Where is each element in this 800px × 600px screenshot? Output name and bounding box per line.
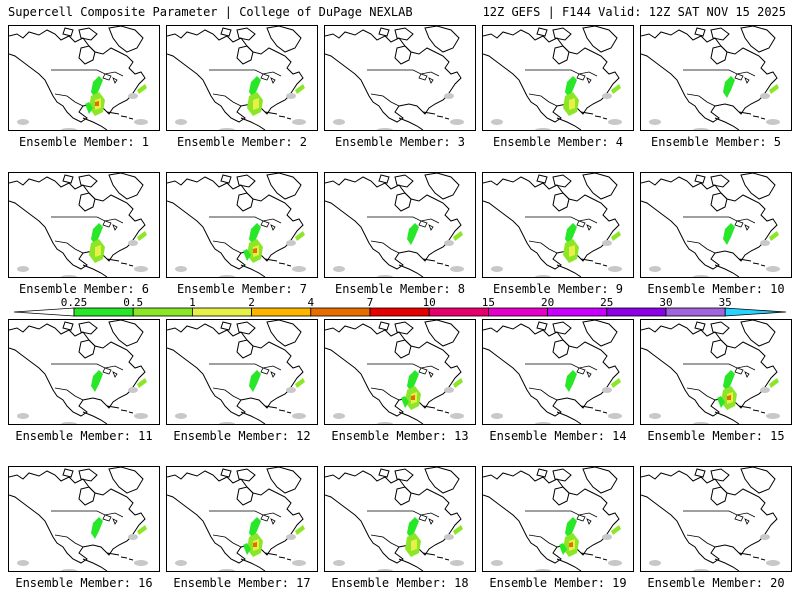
member-map-panel [166, 466, 318, 572]
member-label: Ensemble Member: 8 [334, 282, 466, 296]
north-america-map [9, 320, 148, 424]
member-label: Ensemble Member: 6 [18, 282, 150, 296]
member-map-panel [482, 172, 634, 278]
north-america-map [325, 173, 464, 277]
colorbar-tick-label: 0.5 [123, 296, 143, 309]
member-label: Ensemble Member: 3 [334, 135, 466, 149]
colorbar-tick-label: 0.25 [61, 296, 88, 309]
colorbar-tick-label: 15 [482, 296, 495, 309]
north-america-map [483, 173, 622, 277]
colorbar-segment [606, 307, 667, 317]
colorbar-legend: 0.25 0.5 1 2 4 7 10 15 20 25 30 35 [13, 296, 787, 317]
member-map-panel [166, 172, 318, 278]
colorbar-tick-label: 10 [423, 296, 436, 309]
colorbar-tick-label: 35 [719, 296, 732, 309]
north-america-map [167, 26, 306, 130]
member-map-panel [482, 466, 634, 572]
colorbar-segment [191, 307, 252, 317]
north-america-map [641, 26, 780, 130]
north-america-map [483, 467, 622, 571]
run-info: 12Z GEFS | F144 Valid: 12Z SAT NOV 15 20… [482, 5, 786, 19]
member-map-panel [8, 172, 160, 278]
member-label: Ensemble Member: 1 [18, 135, 150, 149]
member-label: Ensemble Member: 5 [650, 135, 782, 149]
colorbar-tick-label: 25 [600, 296, 613, 309]
member-map-panel [324, 172, 476, 278]
colorbar-segment [132, 307, 193, 317]
colorbar-high-arrow [724, 307, 787, 317]
member-map-panel [8, 25, 160, 131]
colorbar-segment [428, 307, 489, 317]
member-map-panel [8, 319, 160, 425]
north-america-map [9, 173, 148, 277]
member-map-panel [640, 466, 792, 572]
colorbar-tick-label: 1 [189, 296, 196, 309]
member-label: Ensemble Member: 7 [176, 282, 308, 296]
north-america-map [483, 320, 622, 424]
colorbar-tick-label: 4 [307, 296, 314, 309]
member-label: Ensemble Member: 14 [489, 429, 627, 443]
north-america-map [325, 467, 464, 571]
member-label: Ensemble Member: 19 [489, 576, 627, 590]
north-america-map [641, 467, 780, 571]
north-america-map [641, 173, 780, 277]
member-map-panel [640, 319, 792, 425]
member-label: Ensemble Member: 9 [492, 282, 624, 296]
member-label: Ensemble Member: 20 [647, 576, 785, 590]
north-america-map [641, 320, 780, 424]
north-america-map [325, 320, 464, 424]
member-map-panel [166, 319, 318, 425]
north-america-map [167, 320, 306, 424]
member-map-panel [8, 466, 160, 572]
colorbar-tick-label: 2 [248, 296, 255, 309]
member-map-panel [640, 172, 792, 278]
colorbar-low-arrow [13, 307, 75, 317]
colorbar-tick-label: 20 [541, 296, 554, 309]
member-map-panel [482, 25, 634, 131]
member-map-panel [166, 25, 318, 131]
member-label: Ensemble Member: 17 [173, 576, 311, 590]
member-label: Ensemble Member: 4 [492, 135, 624, 149]
north-america-map [167, 173, 306, 277]
member-label: Ensemble Member: 15 [647, 429, 785, 443]
member-label: Ensemble Member: 2 [176, 135, 308, 149]
member-map-panel [324, 25, 476, 131]
north-america-map [483, 26, 622, 130]
colorbar-segment [547, 307, 608, 317]
member-map-panel [640, 25, 792, 131]
member-label: Ensemble Member: 18 [331, 576, 469, 590]
member-label: Ensemble Member: 16 [15, 576, 153, 590]
member-label: Ensemble Member: 12 [173, 429, 311, 443]
colorbar-segment [665, 307, 726, 317]
member-map-panel [324, 319, 476, 425]
map-title: Supercell Composite Parameter | College … [8, 5, 413, 19]
member-label: Ensemble Member: 10 [647, 282, 785, 296]
member-map-panel [482, 319, 634, 425]
member-label: Ensemble Member: 11 [15, 429, 153, 443]
colorbar-segment [73, 307, 134, 317]
north-america-map [9, 467, 148, 571]
member-label: Ensemble Member: 13 [331, 429, 469, 443]
colorbar-segment [310, 307, 371, 317]
colorbar-tick-label: 30 [659, 296, 672, 309]
member-map-panel [324, 466, 476, 572]
colorbar-segment [369, 307, 430, 317]
colorbar-tick-label: 7 [367, 296, 374, 309]
colorbar-segment [487, 307, 548, 317]
north-america-map [9, 26, 148, 130]
north-america-map [325, 26, 464, 130]
north-america-map [167, 467, 306, 571]
colorbar-segment [251, 307, 312, 317]
